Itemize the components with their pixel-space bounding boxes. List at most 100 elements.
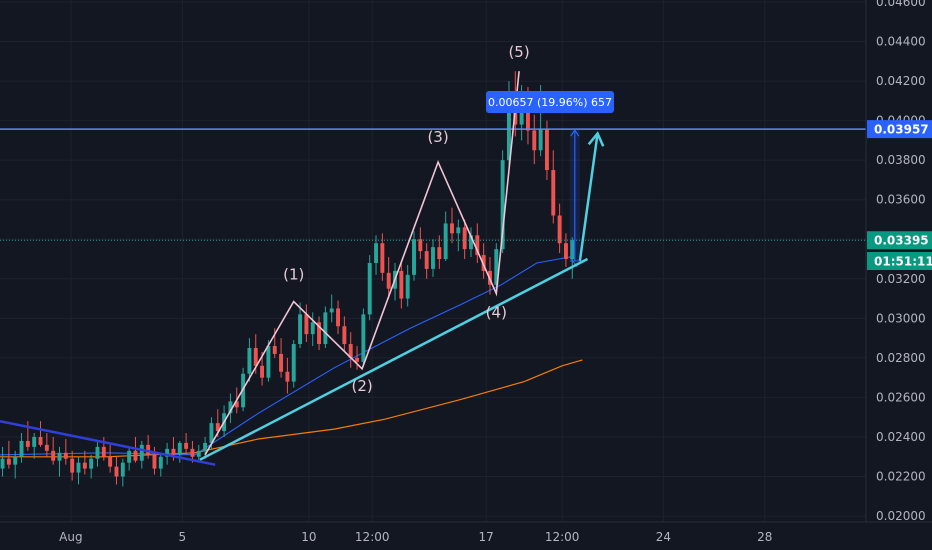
projection-arrow-shaft[interactable] [578, 133, 599, 262]
candle-body [19, 440, 24, 457]
candle-body [291, 344, 296, 382]
candle-body [203, 442, 208, 451]
candle-down [418, 227, 423, 260]
candle-body [146, 444, 151, 455]
time-tick-label: Aug [59, 530, 82, 544]
candle-up [203, 436, 208, 459]
candle-body [285, 371, 290, 382]
candle-down [380, 233, 385, 281]
candle-body [266, 346, 271, 378]
candle-body [101, 446, 106, 457]
candle-body [44, 444, 49, 451]
candle-up [19, 433, 24, 463]
time-tick-label: 5 [178, 530, 186, 544]
candle-down [551, 150, 556, 224]
candle-body [120, 462, 125, 477]
candle-body [431, 247, 435, 269]
candle-body [532, 130, 537, 151]
candle-body [450, 223, 454, 234]
candle-body [342, 326, 347, 345]
price-tag-box [867, 231, 932, 250]
projection-arrow-head [587, 131, 605, 147]
candle-body [462, 227, 467, 250]
candle-down [437, 235, 442, 269]
candle-down [563, 233, 568, 267]
candle-body [405, 274, 410, 299]
candle-body [570, 240, 575, 260]
candle-down [51, 436, 56, 465]
price-tick-label: 0.02400 [876, 430, 926, 444]
candle-body [355, 357, 359, 362]
price-tick-label: 0.04200 [876, 74, 926, 88]
price-tick-label: 0.02200 [876, 470, 926, 484]
time-tick-label: 12:00 [355, 530, 390, 544]
price-tag-label: 0.03395 [874, 234, 929, 248]
candle-body [469, 235, 473, 250]
elliott-wave-path[interactable] [204, 71, 520, 456]
candle-down [355, 346, 359, 370]
candle-body [380, 243, 385, 273]
candle-up [247, 338, 252, 382]
candle-up [443, 211, 448, 261]
price-tick-label: 0.02000 [876, 509, 926, 523]
candle-body [114, 466, 119, 477]
candle-body [494, 249, 499, 285]
candle-body [25, 440, 30, 447]
candle-body [456, 227, 461, 234]
candle-up [291, 340, 296, 388]
candle-down [475, 223, 480, 263]
candle-body [304, 314, 309, 335]
wave-label: (2) [351, 377, 372, 395]
candle-body [348, 344, 353, 358]
candle-body [272, 346, 277, 354]
candle-down [304, 304, 309, 343]
candle-up [127, 446, 132, 471]
downtrend-line[interactable] [0, 419, 216, 466]
price-tag-box [867, 252, 932, 270]
candle-body [412, 239, 416, 275]
support-trendline[interactable] [199, 257, 589, 461]
candle-body [89, 458, 94, 469]
candle-body [374, 243, 378, 263]
candle-body [6, 458, 11, 465]
candle-down [557, 203, 562, 254]
candle-down [63, 438, 68, 465]
candle-up [266, 340, 271, 382]
price-tick-label: 0.03800 [876, 153, 926, 167]
candle-body [507, 100, 511, 161]
candle-down [336, 300, 341, 335]
candle-up [32, 433, 37, 459]
candle-body [165, 448, 170, 457]
price-tags: 0.03957 0.03395 01:51:11 [867, 120, 932, 270]
candle-body [500, 160, 505, 250]
candle-body [424, 251, 429, 269]
candle-body [367, 262, 372, 315]
candle-up [139, 440, 144, 469]
time-tick-label: 10 [301, 530, 316, 544]
candle-body [51, 450, 56, 461]
candle-up [310, 312, 315, 347]
candle-body [57, 452, 62, 461]
candle-body [329, 308, 334, 313]
chart-grid [0, 0, 866, 522]
candle-down [6, 440, 11, 469]
candle-body [317, 322, 322, 345]
candle-body [13, 456, 18, 465]
candle-up [196, 444, 201, 463]
candle-up [329, 294, 334, 323]
candle-down [82, 450, 87, 475]
candle-body [323, 312, 328, 345]
candle-down [38, 421, 43, 447]
candle-body [63, 452, 68, 459]
candle-down [184, 433, 189, 455]
chart-drawings[interactable]: 0.00657 (19.96%) 657 (1) (2) (3) (4) (5) [0, 43, 866, 466]
candle-body [108, 456, 113, 467]
candle-up [405, 264, 410, 307]
candle-body [563, 243, 568, 260]
candle-body [247, 348, 252, 374]
wave-label: (4) [486, 304, 507, 322]
candle-up [120, 458, 125, 487]
time-axis[interactable]: Aug 5 10 12:00 17 12:00 24 28 [59, 530, 772, 544]
candle-body [127, 450, 132, 463]
